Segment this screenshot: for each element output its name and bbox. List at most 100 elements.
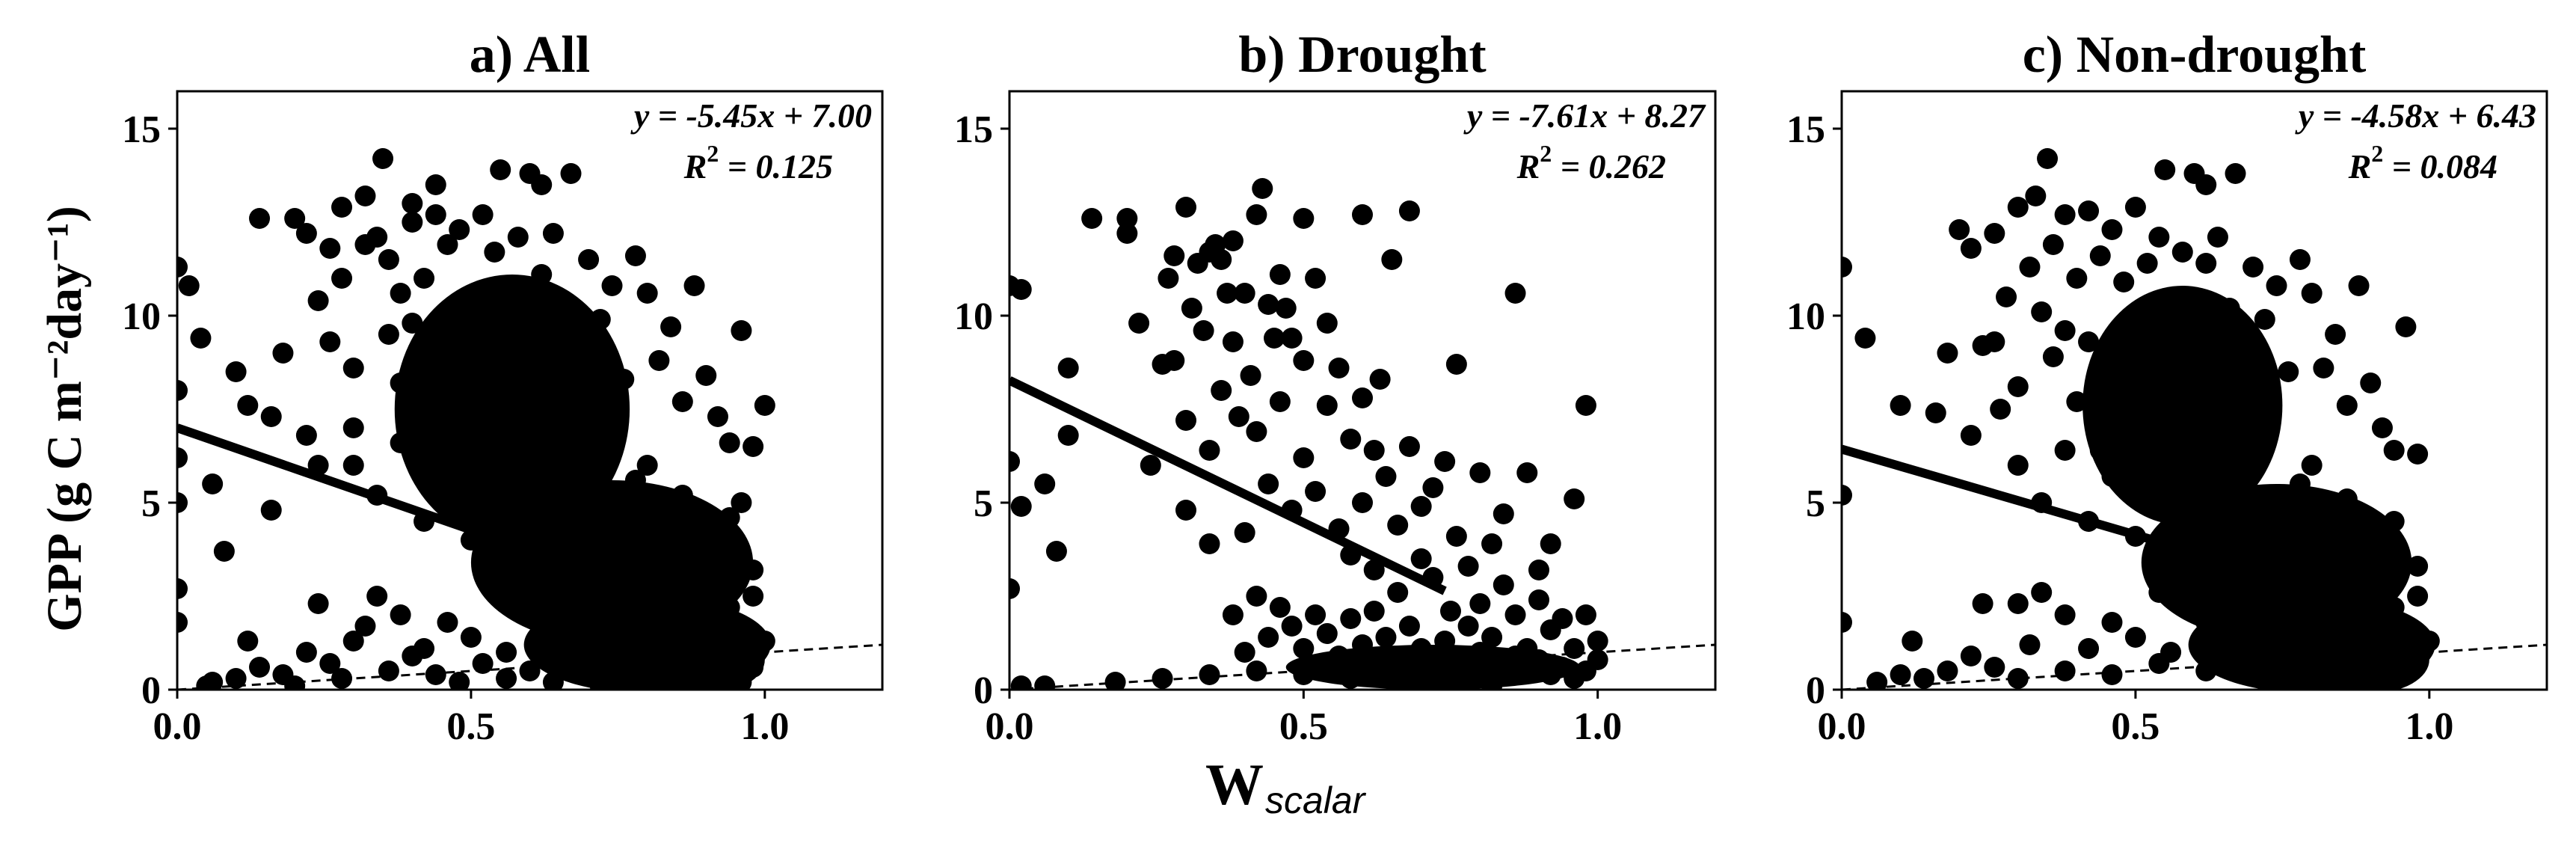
regression-line [177,423,602,579]
data-point [449,395,470,416]
data-point [1269,264,1291,285]
axes-frame [1840,90,2548,691]
data-point [1293,208,1315,229]
data-point [284,208,306,229]
data-point [342,417,364,438]
data-point [1140,455,1161,476]
data-point [1222,604,1244,625]
data-point [472,204,494,225]
data-point [2124,410,2146,431]
data-point [2219,298,2240,319]
data-point [2054,660,2076,681]
data-point [542,455,564,476]
y-tick-label: 0 [1806,669,1825,712]
data-point [2078,331,2100,352]
data-point [2231,365,2252,386]
data-point [1034,675,1056,690]
data-point [566,358,588,378]
data-point [1340,668,1362,689]
data-point [2101,219,2123,240]
data-point [1234,283,1255,304]
data-point [1387,582,1409,603]
data-point [542,223,564,244]
data-point [2336,660,2358,681]
data-point [1504,604,1526,625]
data-point [2289,664,2311,685]
data-point [2195,612,2217,633]
data-point [342,358,364,378]
data-point [1081,208,1103,229]
data-point [1440,601,1461,622]
data-point [519,660,541,681]
data-point [2078,638,2100,659]
data-point [425,204,446,225]
data-point [177,380,188,401]
data-point [460,421,482,442]
data-point [472,313,494,334]
data-point [1252,178,1273,199]
y-tick-label: 0 [141,669,161,712]
data-point [402,646,423,666]
data-point [319,238,341,259]
data-point [366,586,388,607]
data-point [1434,631,1456,652]
data-point [2171,294,2193,315]
data-point [2031,582,2053,603]
data-point [472,653,494,674]
data-point [1842,485,1852,506]
y-tick-label: 10 [954,295,993,338]
data-point [589,589,611,610]
data-point [1960,238,1982,259]
regression-equation: y = -7.61x + 8.27 [1463,96,1706,135]
data-point [1381,249,1403,270]
r-squared-symbol: R [683,147,707,186]
data-point [2124,197,2146,218]
data-point [425,174,446,195]
x-tick-label: 1.0 [740,705,789,748]
data-point [496,668,517,689]
data-point [1972,593,1994,614]
data-point [1387,672,1409,690]
data-point [1217,283,1238,304]
data-point [1481,533,1503,554]
data-point [460,627,482,648]
data-point [2348,275,2370,296]
data-point [1305,481,1327,502]
data-point [331,197,353,218]
x-tick-label: 1.0 [2405,705,2453,748]
data-point [2113,272,2135,292]
data-point [2301,455,2323,476]
data-point [531,174,553,195]
data-point [2160,376,2182,397]
data-point [2254,589,2275,610]
data-point [2313,526,2334,547]
data-point [1363,601,1385,622]
data-point [2243,257,2264,278]
regression-equation: y = -4.58x + 6.43 [2295,96,2536,135]
data-point [2371,642,2393,663]
data-point [589,402,611,423]
data-point [542,672,564,690]
data-point [519,343,541,364]
data-point [683,503,705,524]
data-point [1493,503,1514,524]
data-point [414,395,435,416]
data-point [284,675,306,690]
data-point [1211,380,1232,401]
data-point [1984,657,2005,678]
regression-line [1009,376,1447,595]
data-point [660,316,682,337]
data-point [531,410,553,431]
data-point [1293,638,1315,659]
data-point [648,619,670,640]
data-point [1493,574,1514,595]
data-point [402,373,423,393]
data-point [1305,268,1327,289]
data-point [2383,668,2405,689]
data-point [624,470,646,491]
data-point [1316,623,1338,644]
data-point [613,664,635,685]
data-point [1234,642,1255,663]
data-point [295,223,317,244]
